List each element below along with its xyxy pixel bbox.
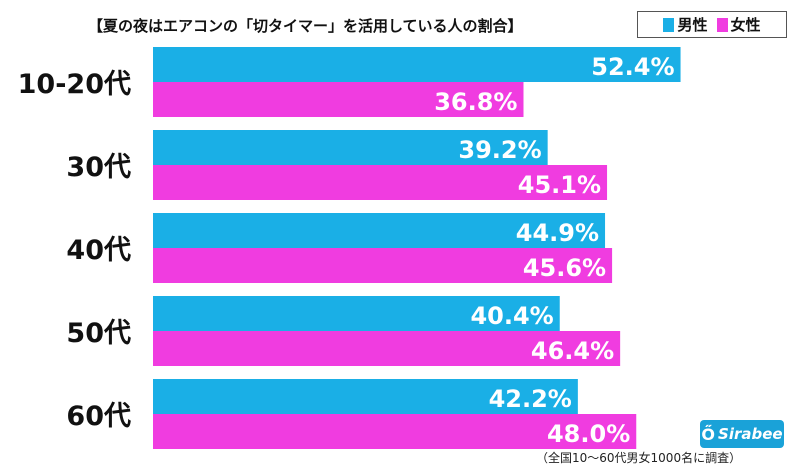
data-label: 44.9% xyxy=(516,219,599,247)
data-label: 46.4% xyxy=(531,337,614,365)
bar-female xyxy=(153,414,637,449)
bar-female xyxy=(153,165,608,200)
data-label: 39.2% xyxy=(458,136,541,164)
data-label: 48.0% xyxy=(547,420,630,448)
legend-label-male: 男性 xyxy=(677,16,708,34)
data-label: 42.2% xyxy=(489,385,572,413)
bar-male xyxy=(153,379,578,414)
bar-female xyxy=(153,248,613,283)
bar-male xyxy=(153,213,606,248)
category-label: 10-20代 xyxy=(18,69,131,100)
category-label: 40代 xyxy=(66,235,131,266)
bar-female xyxy=(153,82,524,117)
bar-male xyxy=(153,130,548,165)
data-label: 40.4% xyxy=(470,302,553,330)
sirabee-logo-text: Sirabee xyxy=(718,425,783,443)
data-label: 45.1% xyxy=(518,171,601,199)
data-label: 45.6% xyxy=(523,254,606,282)
legend: 男性 女性 xyxy=(637,11,787,38)
bar-male xyxy=(153,47,681,82)
legend-item-female: 女性 xyxy=(716,14,761,35)
data-label: 52.4% xyxy=(591,53,674,81)
sirabee-logo-icon: Ő xyxy=(701,424,716,444)
source-note: （全国10～60代男女1000名に調査） xyxy=(536,451,742,465)
category-label: 50代 xyxy=(66,318,131,349)
legend-item-male: 男性 xyxy=(663,14,708,35)
bar-male xyxy=(153,296,560,331)
category-label: 60代 xyxy=(66,401,131,432)
legend-label-female: 女性 xyxy=(730,16,761,34)
sirabee-logo: Ő Sirabee xyxy=(700,420,784,448)
chart-title: 【夏の夜はエアコンの「切タイマー」を活用している人の割合】 xyxy=(88,17,523,35)
data-label: 36.8% xyxy=(434,88,517,116)
legend-swatch-female xyxy=(716,17,728,32)
bar-female xyxy=(153,331,621,366)
category-label: 30代 xyxy=(66,152,131,183)
legend-swatch-male xyxy=(663,17,675,32)
